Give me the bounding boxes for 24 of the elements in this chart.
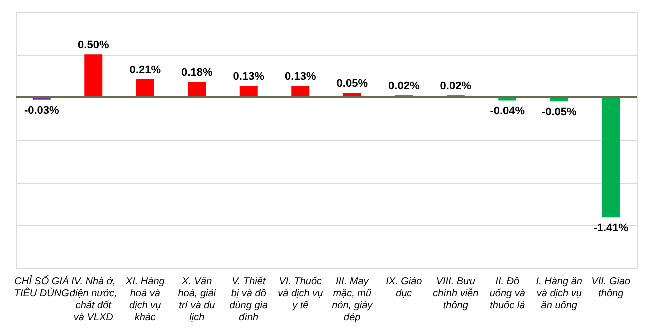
data-label: 0.13% [233, 71, 265, 84]
x-tick-label: XI. Hàng hoá và dịch vụ khác [124, 276, 166, 324]
data-label: 0.05% [336, 78, 368, 90]
data-label: -1.41% [594, 222, 629, 235]
data-label: 0.21% [130, 64, 162, 76]
x-tick-label: VII. Giao thông [592, 276, 632, 300]
x-tick-label: VIII. Bưu chính viễn thông [433, 276, 480, 312]
x-tick-label: CHỈ SỐ GIÁ TIÊU DÙNG [14, 274, 70, 300]
x-tick-label: II. Đồ uống và thuốc lá [490, 276, 526, 312]
data-label: 0.13% [285, 71, 316, 84]
data-label: -0.05% [542, 106, 578, 119]
data-label: -0.04% [490, 106, 526, 118]
data-label: 0.50% [78, 40, 110, 52]
data-label: 0.02% [388, 80, 420, 93]
x-tick-label: IX. Giáo dục [386, 276, 423, 300]
x-tick-label: IV. Nhà ở, điện nước, chất đốt và VLXD [70, 276, 118, 324]
x-tick-label: V. Thiết bị và đồ dùng gia đình [230, 276, 268, 324]
data-label: 0.02% [440, 80, 472, 93]
x-tick-label: X. Văn hoá, giải trí và du lịch [178, 276, 217, 324]
x-tick-label: III. May mặc, mũ nón, giày dép [332, 276, 374, 324]
data-label: -0.03% [24, 104, 60, 117]
x-tick-label: VI. Thuốc và dịch vụ y tế [278, 276, 324, 312]
x-tick-label: I. Hàng ăn và dịch vụ ăn uống [536, 276, 583, 312]
data-label: 0.18% [182, 66, 213, 79]
